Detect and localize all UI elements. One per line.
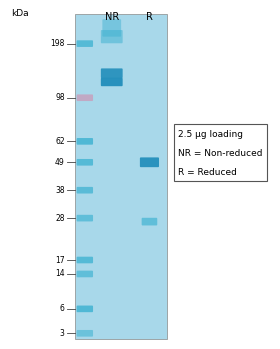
FancyBboxPatch shape bbox=[142, 218, 157, 225]
Text: 62: 62 bbox=[55, 137, 65, 146]
Text: NR = Non-reduced: NR = Non-reduced bbox=[178, 149, 262, 158]
Text: 98: 98 bbox=[55, 93, 65, 102]
FancyBboxPatch shape bbox=[77, 187, 93, 193]
Text: 17: 17 bbox=[55, 255, 65, 265]
Text: 38: 38 bbox=[55, 186, 65, 195]
FancyBboxPatch shape bbox=[140, 157, 159, 167]
Bar bbox=[174, 124, 267, 181]
Text: R: R bbox=[146, 12, 153, 22]
Text: 2.5 μg loading: 2.5 μg loading bbox=[178, 130, 243, 139]
Text: 49: 49 bbox=[55, 158, 65, 167]
FancyBboxPatch shape bbox=[77, 330, 93, 336]
Text: R = Reduced: R = Reduced bbox=[178, 168, 237, 177]
FancyBboxPatch shape bbox=[101, 78, 123, 86]
FancyBboxPatch shape bbox=[77, 306, 93, 312]
Bar bbox=[75, 14, 167, 339]
FancyBboxPatch shape bbox=[101, 30, 123, 43]
Text: 198: 198 bbox=[50, 39, 65, 48]
FancyBboxPatch shape bbox=[77, 138, 93, 144]
FancyBboxPatch shape bbox=[102, 19, 121, 37]
Text: 28: 28 bbox=[55, 214, 65, 223]
Text: 6: 6 bbox=[60, 304, 65, 313]
FancyBboxPatch shape bbox=[77, 257, 93, 263]
FancyBboxPatch shape bbox=[77, 40, 93, 47]
FancyBboxPatch shape bbox=[77, 271, 93, 277]
Text: 14: 14 bbox=[55, 269, 65, 279]
FancyBboxPatch shape bbox=[101, 68, 123, 78]
FancyBboxPatch shape bbox=[77, 215, 93, 222]
Text: kDa: kDa bbox=[11, 9, 28, 18]
Text: NR: NR bbox=[105, 12, 119, 22]
Text: 3: 3 bbox=[60, 329, 65, 338]
FancyBboxPatch shape bbox=[77, 159, 93, 165]
FancyBboxPatch shape bbox=[77, 94, 93, 101]
